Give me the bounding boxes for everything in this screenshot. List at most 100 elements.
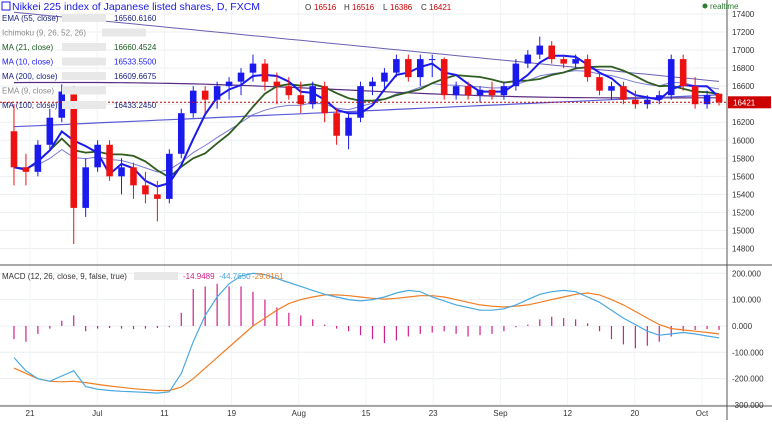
legend-controls-icon[interactable]: [62, 14, 106, 22]
legend-controls-icon[interactable]: [62, 43, 106, 51]
ohlc-value: O: [305, 3, 311, 12]
legend-controls-icon[interactable]: [102, 28, 146, 37]
candle-body: [405, 59, 412, 78]
time-tick-label: Aug: [292, 409, 306, 418]
ohlc-value: H: [344, 3, 350, 12]
macd-tick-label: 200.000: [732, 269, 761, 278]
legend-label: MA (10, close): [2, 58, 53, 67]
candle-body: [560, 59, 567, 64]
candle-body: [106, 144, 113, 177]
candle-body: [225, 81, 233, 87]
legend-value: 16533.5500: [114, 58, 157, 67]
candle-body: [309, 86, 317, 105]
candle-body: [393, 59, 400, 73]
ohlc-value: 16386: [390, 3, 413, 12]
macd-tick-label: -300.000: [732, 401, 764, 410]
candle-body: [273, 81, 281, 87]
candle-body: [130, 167, 137, 186]
candle-body: [715, 93, 723, 103]
ohlc-value: C: [421, 3, 427, 12]
time-tick-label: 11: [160, 409, 169, 418]
price-tick-label: 17400: [732, 10, 755, 19]
candle-body: [142, 185, 149, 195]
candle-body: [667, 59, 675, 96]
candle-body: [177, 113, 185, 154]
macd-tick-label: 0.000: [732, 322, 753, 331]
macd-layer: [13, 272, 720, 394]
candle-body: [452, 86, 460, 96]
candle-body: [154, 194, 161, 199]
candle-body: [22, 167, 30, 172]
candle-body: [428, 59, 436, 61]
macd-value: -44.7650: [219, 272, 251, 281]
legend-label: MA (100, close): [2, 101, 58, 110]
legend-value: 16433.2450: [114, 101, 157, 110]
legend-controls-icon[interactable]: [62, 57, 106, 66]
candle-body: [440, 59, 448, 96]
price-tick-label: 15000: [732, 226, 755, 235]
candle-body: [82, 167, 89, 208]
candle-body: [333, 113, 340, 136]
realtime-status-icon: [702, 3, 708, 9]
legend-label: MA (21, close): [2, 43, 53, 52]
legend-value: 16660.4524: [114, 43, 157, 52]
ma-21-line: [13, 65, 720, 179]
price-tick-label: 17200: [732, 28, 755, 37]
candle-body: [369, 81, 376, 87]
candle-body: [488, 89, 496, 96]
macd-legend-controls-icon[interactable]: [134, 272, 178, 280]
chart-title: Nikkei 225 index of Japanese listed shar…: [12, 1, 260, 13]
legend-layer: Nikkei 225 index of Japanese listed shar…: [1, 1, 739, 281]
legend-label: EMA (9, close): [2, 87, 54, 96]
realtime-label: realtime: [710, 2, 739, 11]
candle-body: [572, 59, 579, 64]
candle-body: [94, 144, 101, 168]
legend-controls-icon[interactable]: [62, 72, 106, 80]
ema-55-line: [13, 11, 720, 82]
time-tick-label: Oct: [696, 409, 709, 418]
candle-body: [297, 95, 305, 105]
candle-body: [381, 72, 388, 82]
macd-tick-label: 100.000: [732, 296, 761, 305]
candle-body: [464, 86, 472, 96]
candle-body: [548, 45, 556, 60]
candle-body: [70, 91, 78, 208]
time-tick-label: 23: [429, 409, 438, 418]
candle-body: [476, 89, 484, 96]
candle-body: [34, 144, 42, 172]
ohlc-value: L: [383, 3, 388, 12]
legend-label: Ichimoku (9, 26, 52, 26): [2, 29, 86, 38]
price-tick-label: 17000: [732, 46, 755, 55]
price-tick-label: 15400: [732, 190, 755, 199]
legend-label: EMA (55, close): [2, 14, 59, 23]
candle-body: [608, 86, 615, 91]
candle-body: [679, 59, 687, 87]
candle-body: [249, 63, 257, 73]
time-tick-label: 20: [630, 409, 639, 418]
candle-body: [703, 95, 711, 105]
ohlc-value: 16516: [352, 3, 375, 12]
candle-body: [261, 63, 269, 82]
candle-body: [213, 86, 221, 100]
candle-body: [524, 54, 532, 64]
legend-value: 16560.6160: [114, 14, 157, 23]
ma-200-line: [13, 81, 719, 99]
candle-body: [655, 95, 663, 100]
macd-signal-value: -29.8161: [252, 272, 284, 281]
ma-100-line: [13, 94, 720, 128]
legend-controls-icon[interactable]: [62, 86, 106, 95]
legend-controls-icon[interactable]: [62, 101, 106, 109]
candle-body: [58, 91, 66, 118]
price-tick-label: 15200: [732, 208, 755, 217]
candle-body: [596, 77, 603, 91]
price-tick-label: 14800: [732, 244, 755, 253]
candle-body: [536, 45, 544, 55]
time-tick-label: 15: [362, 409, 371, 418]
candle-body: [46, 117, 54, 145]
time-tick-label: Sep: [493, 409, 508, 418]
candle-body: [620, 86, 627, 100]
candle-body: [201, 90, 209, 100]
macd-legend-label: MACD (12, 26, close, 9, false, true): [2, 272, 127, 281]
